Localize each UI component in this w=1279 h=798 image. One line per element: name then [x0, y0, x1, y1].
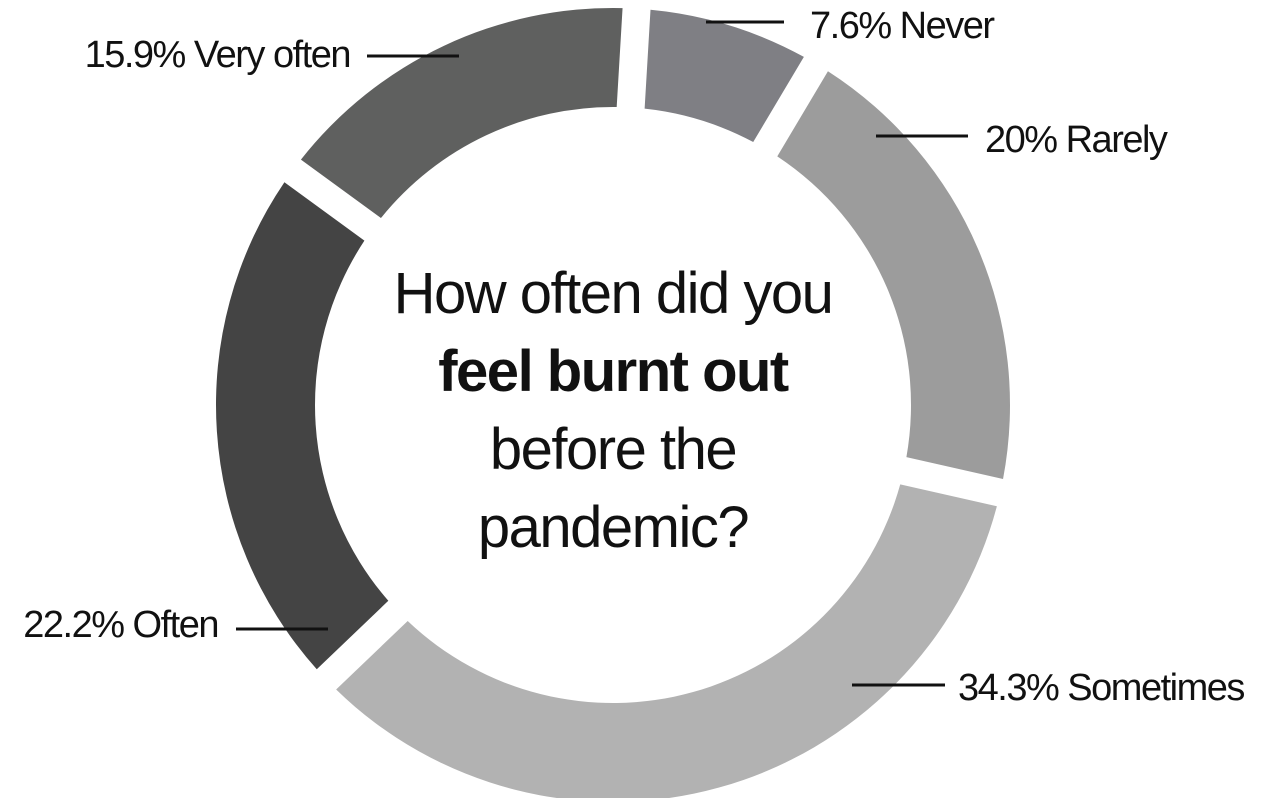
data-label-sometimes: 34.3% Sometimes [958, 667, 1244, 709]
data-label-rarely: 20% Rarely [985, 119, 1168, 161]
slice-very-often [300, 7, 623, 219]
chart-title: How often did you feel burnt out before … [380, 255, 846, 567]
data-label-very-often: 15.9% Very often [85, 34, 350, 76]
slice-often [215, 182, 389, 670]
title-part-3: before the pandemic? [477, 417, 750, 560]
slices-layer [215, 7, 1011, 798]
title-part-2-bold: feel burnt out [438, 339, 789, 404]
slice-sometimes [336, 484, 997, 798]
labels-layer: 7.6% Never 20% Rarely 34.3% Sometimes 22.2%… [23, 5, 1246, 709]
slice-rarely [777, 71, 1011, 479]
slice-never [644, 9, 804, 143]
data-label-never: 7.6% Never [810, 5, 995, 47]
title-part-1: How often did you [393, 261, 834, 326]
data-label-often: 22.2% Often [23, 604, 218, 646]
